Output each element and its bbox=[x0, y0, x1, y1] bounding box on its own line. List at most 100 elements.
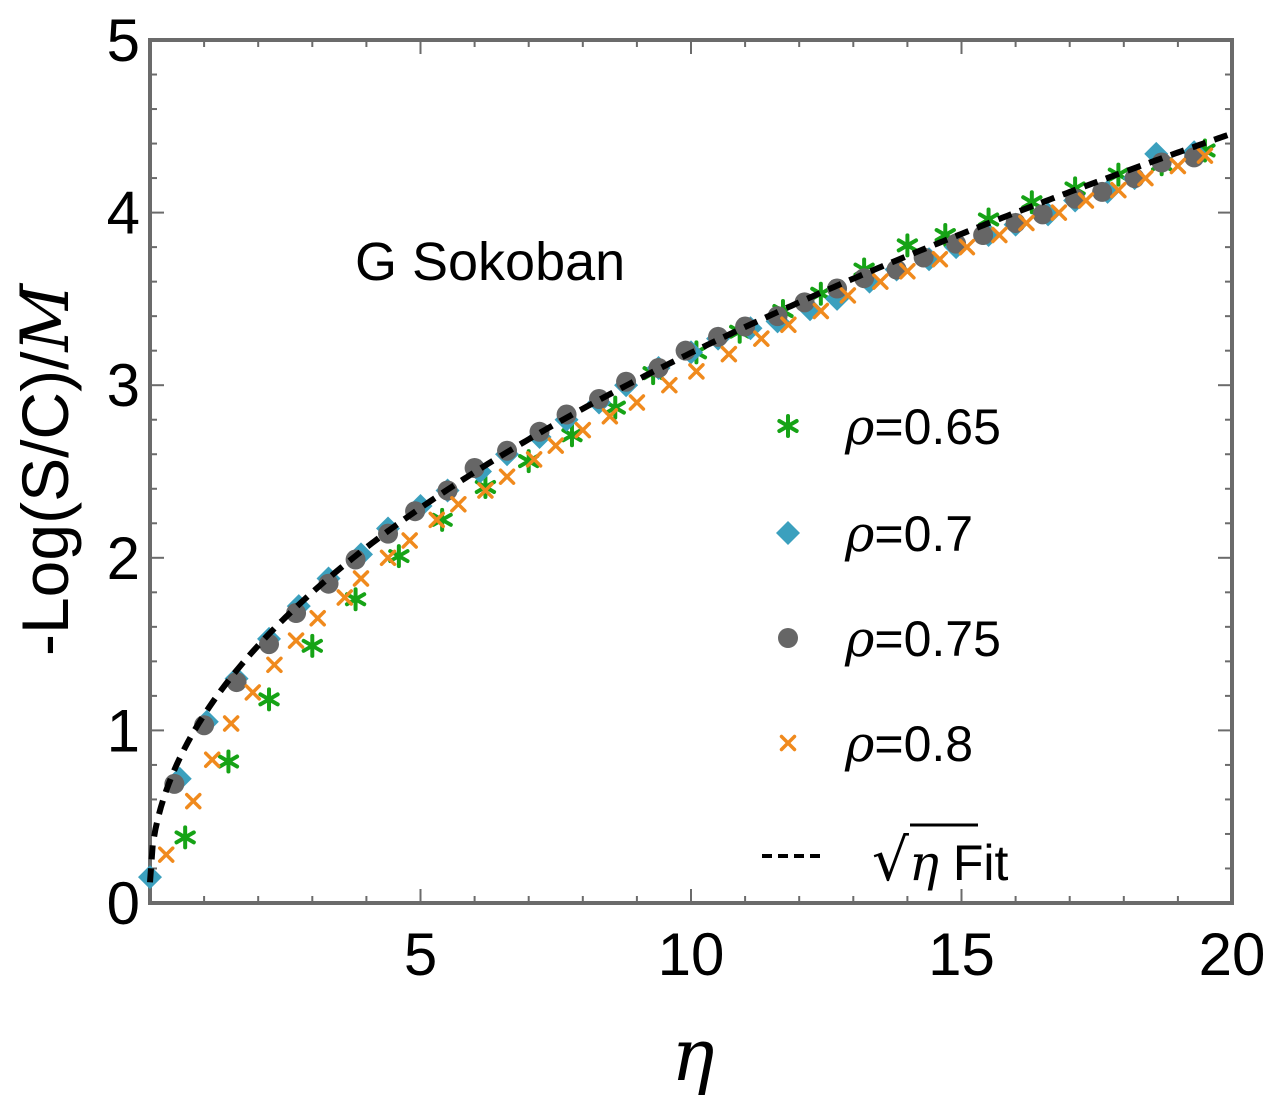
data-point-cross bbox=[428, 511, 445, 529]
plot-border bbox=[148, 38, 1234, 905]
series-diamond bbox=[138, 140, 1207, 890]
data-point-cross bbox=[498, 468, 516, 485]
data-point-cross bbox=[450, 496, 467, 513]
x-tick-label: 20 bbox=[1199, 921, 1266, 988]
y-tick-label: 2 bbox=[107, 525, 140, 592]
data-point-star bbox=[604, 395, 626, 420]
data-point-cross bbox=[720, 345, 738, 363]
legend-label: ρ=0.8 bbox=[844, 715, 973, 773]
data-point-cross bbox=[244, 684, 262, 701]
data-point-cross bbox=[872, 273, 889, 290]
data-point-cross bbox=[780, 316, 797, 334]
legend: ρ=0.65ρ=0.7ρ=0.75ρ=0.8√η Fit bbox=[762, 398, 1008, 894]
data-point-cross bbox=[336, 589, 354, 606]
legend-eta-symbol: η bbox=[909, 834, 939, 892]
series-circle bbox=[164, 147, 1205, 794]
data-point-cross bbox=[203, 751, 221, 768]
data-point-cross bbox=[1169, 157, 1187, 175]
data-point-star bbox=[174, 825, 196, 850]
fit-curve bbox=[147, 130, 1233, 883]
legend-sqrt-symbol: √ bbox=[872, 826, 909, 894]
legend-rho-symbol: ρ bbox=[844, 505, 875, 563]
legend-label: ρ=0.75 bbox=[844, 610, 1001, 668]
legend-marker-diamond bbox=[776, 521, 800, 545]
data-point-cross bbox=[379, 549, 397, 567]
data-point-cross bbox=[1137, 169, 1154, 187]
y-tick-label: 5 bbox=[107, 7, 140, 74]
legend-rho-value: =0.75 bbox=[874, 611, 1001, 667]
y-tick-label: 4 bbox=[107, 180, 140, 247]
data-point-cross bbox=[574, 421, 592, 439]
y-tick-label: 1 bbox=[107, 697, 140, 764]
series-star bbox=[174, 138, 1216, 850]
data-point-cross bbox=[1077, 192, 1095, 209]
data-point-cross bbox=[688, 363, 705, 380]
y-tick-labels: 0 1 2 3 4 5 bbox=[107, 7, 140, 937]
series-layer bbox=[138, 138, 1216, 890]
y-tick-label: 3 bbox=[107, 352, 140, 419]
data-point-star bbox=[896, 233, 919, 258]
data-point-cross bbox=[477, 482, 494, 499]
data-point-circle bbox=[286, 603, 307, 624]
data-point-cross bbox=[958, 238, 976, 256]
data-point-cross bbox=[352, 570, 370, 587]
legend-fit-suffix: Fit bbox=[939, 835, 1009, 891]
data-point-star bbox=[301, 633, 323, 658]
data-point-cross bbox=[931, 250, 949, 268]
data-point-cross bbox=[185, 792, 202, 810]
fit-layer bbox=[147, 130, 1233, 883]
y-axis-title-symbol: M bbox=[7, 283, 84, 353]
legend-label: ρ=0.65 bbox=[844, 398, 1001, 456]
data-point-circle bbox=[259, 634, 280, 655]
data-point-star bbox=[258, 687, 280, 712]
x-tick-label: 10 bbox=[658, 921, 725, 988]
data-point-cross bbox=[1110, 181, 1127, 199]
data-point-cross bbox=[628, 394, 646, 411]
data-point-cross bbox=[287, 632, 305, 649]
legend-rho-value: =0.7 bbox=[874, 506, 973, 562]
data-point-circle bbox=[1092, 181, 1113, 202]
legend-marker-circle bbox=[778, 628, 798, 648]
data-point-star bbox=[217, 749, 240, 774]
legend-marker-star bbox=[777, 414, 799, 438]
legend-label: ρ=0.7 bbox=[844, 505, 973, 563]
data-point-cross bbox=[157, 846, 175, 863]
data-point-cross bbox=[899, 263, 916, 280]
legend-rho-symbol: ρ bbox=[844, 610, 875, 668]
data-point-cross bbox=[1050, 204, 1068, 221]
x-tick-label: 5 bbox=[404, 921, 437, 988]
y-tick-label: 0 bbox=[107, 870, 140, 937]
x-tick-label: 15 bbox=[928, 921, 995, 988]
data-point-cross bbox=[1018, 214, 1035, 232]
annotation-label: G Sokoban bbox=[355, 232, 625, 292]
data-point-cross bbox=[1196, 147, 1214, 164]
series-cross bbox=[157, 147, 1214, 863]
data-point-cross bbox=[222, 715, 240, 732]
x-tick-labels: 5 10 15 20 bbox=[404, 921, 1266, 988]
legend-rho-symbol: ρ bbox=[844, 398, 875, 456]
data-point-circle bbox=[226, 672, 247, 693]
data-point-cross bbox=[661, 376, 678, 394]
data-point-cross bbox=[547, 437, 564, 454]
y-axis-title: -Log(S/C)/M bbox=[7, 283, 84, 656]
data-point-cross bbox=[401, 532, 418, 549]
legend-fit-label: √η Fit bbox=[872, 826, 1008, 894]
data-point-cross bbox=[839, 287, 857, 304]
legend-rho-value: =0.65 bbox=[874, 399, 1001, 455]
legend-rho-symbol: ρ bbox=[844, 715, 875, 773]
data-point-cross bbox=[991, 226, 1008, 244]
y-axis-title-prefix: -Log(S/C)/ bbox=[8, 351, 82, 656]
data-point-cross bbox=[601, 408, 619, 425]
tick-marks bbox=[150, 40, 1232, 903]
data-point-cross bbox=[266, 656, 283, 674]
data-point-cross bbox=[309, 609, 326, 627]
data-point-circle bbox=[1032, 204, 1053, 225]
legend-marker-cross bbox=[779, 734, 797, 752]
data-point-star bbox=[561, 423, 583, 448]
data-point-circle bbox=[946, 233, 967, 254]
data-point-cross bbox=[753, 330, 770, 347]
data-point-circle bbox=[318, 573, 339, 594]
data-point-cross bbox=[812, 302, 830, 320]
plot-frame bbox=[148, 38, 1234, 905]
